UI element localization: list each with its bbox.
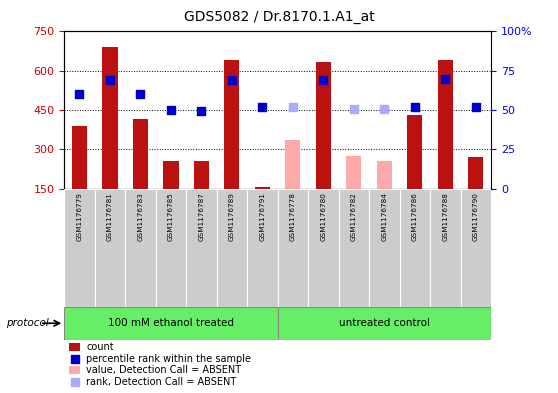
Bar: [224, 60, 239, 189]
Text: GSM1176781: GSM1176781: [107, 192, 113, 241]
Point: [75, 91, 84, 97]
Bar: [308, 189, 339, 307]
Point: [166, 107, 175, 113]
Text: count: count: [86, 342, 114, 352]
Point: [472, 104, 480, 110]
Point: [197, 107, 206, 114]
Point: [410, 104, 419, 110]
Text: GSM1176778: GSM1176778: [290, 192, 296, 241]
Text: GSM1176785: GSM1176785: [168, 192, 174, 241]
Bar: [339, 189, 369, 307]
Text: GSM1176780: GSM1176780: [320, 192, 326, 241]
Text: untreated control: untreated control: [339, 318, 430, 328]
Bar: [69, 343, 80, 351]
Bar: [316, 62, 331, 189]
Point: [349, 106, 358, 112]
Bar: [64, 307, 277, 340]
Bar: [346, 156, 362, 189]
Bar: [377, 161, 392, 189]
Text: value, Detection Call = ABSENT: value, Detection Call = ABSENT: [86, 365, 241, 375]
Text: GSM1176788: GSM1176788: [442, 192, 448, 241]
Bar: [407, 115, 422, 189]
Text: GSM1176791: GSM1176791: [259, 192, 266, 241]
Point: [136, 91, 145, 97]
Text: GSM1176779: GSM1176779: [76, 192, 83, 241]
Text: GSM1176789: GSM1176789: [229, 192, 235, 241]
Text: protocol: protocol: [6, 318, 49, 328]
Text: GSM1176787: GSM1176787: [199, 192, 204, 241]
Text: GSM1176784: GSM1176784: [381, 192, 387, 241]
Text: rank, Detection Call = ABSENT: rank, Detection Call = ABSENT: [86, 376, 237, 386]
Text: GDS5082 / Dr.8170.1.A1_at: GDS5082 / Dr.8170.1.A1_at: [184, 10, 374, 24]
Bar: [247, 189, 277, 307]
Bar: [437, 60, 453, 189]
Bar: [255, 187, 270, 189]
Point: [70, 378, 79, 385]
Bar: [186, 189, 217, 307]
Bar: [277, 307, 491, 340]
Text: GSM1176786: GSM1176786: [412, 192, 418, 241]
Point: [70, 355, 79, 362]
Bar: [430, 189, 460, 307]
Point: [441, 76, 450, 82]
Text: 100 mM ethanol treated: 100 mM ethanol treated: [108, 318, 234, 328]
Bar: [285, 140, 300, 189]
Point: [105, 77, 114, 83]
Bar: [468, 157, 483, 189]
Bar: [133, 119, 148, 189]
Bar: [217, 189, 247, 307]
Point: [258, 104, 267, 110]
Point: [228, 77, 237, 83]
Bar: [194, 161, 209, 189]
Bar: [156, 189, 186, 307]
Bar: [400, 189, 430, 307]
Bar: [72, 126, 87, 189]
Bar: [369, 189, 400, 307]
Bar: [102, 47, 118, 189]
Text: GSM1176790: GSM1176790: [473, 192, 479, 241]
Point: [319, 77, 328, 83]
Text: GSM1176783: GSM1176783: [137, 192, 143, 241]
Bar: [125, 189, 156, 307]
Bar: [69, 366, 80, 374]
Bar: [64, 189, 95, 307]
Bar: [460, 189, 491, 307]
Text: percentile rank within the sample: percentile rank within the sample: [86, 354, 251, 364]
Text: GSM1176782: GSM1176782: [351, 192, 357, 241]
Bar: [163, 161, 179, 189]
Bar: [95, 189, 125, 307]
Point: [380, 106, 389, 112]
Bar: [278, 189, 308, 307]
Point: [288, 104, 297, 110]
